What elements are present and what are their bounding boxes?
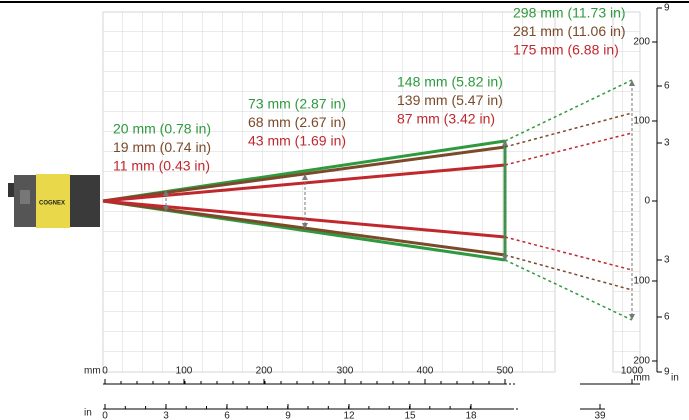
fov-label: 11 mm (0.43 in): [113, 158, 210, 174]
tick-label: 200: [633, 37, 650, 48]
tick-label: 6: [664, 81, 670, 92]
fov-extensions: [504, 79, 633, 321]
tick-label: 400: [417, 366, 434, 377]
tick-label: 500: [497, 366, 514, 377]
tick-label: 200: [633, 356, 650, 367]
tick-label: 3: [163, 411, 169, 420]
axis-unit: in: [671, 373, 679, 384]
tick-label: 18: [465, 411, 477, 420]
tick-label: 3: [664, 138, 670, 149]
tick-label: 100: [633, 276, 650, 287]
tick-label: 9: [664, 3, 670, 14]
camera-brand: COGNEX: [39, 201, 65, 207]
axis-unit: mm: [84, 366, 101, 377]
width-arrows: [163, 80, 635, 320]
fov-label: 281 mm (11.06 in): [513, 23, 626, 39]
tick-label: 0: [644, 196, 650, 207]
tick-label: 1000: [621, 366, 644, 377]
tick-label: 39: [594, 411, 606, 420]
fov-label: 298 mm (11.73 in): [513, 5, 626, 21]
fov-label: 139 mm (5.47 in): [397, 92, 503, 108]
tick-label: 6: [664, 312, 670, 323]
fov-label: 175 mm (6.88 in): [513, 42, 619, 58]
tick-label: 100: [176, 366, 193, 377]
tick-label: 15: [404, 411, 416, 420]
tick-label: 100: [633, 116, 650, 127]
grid-break: [556, 12, 612, 372]
fov-label: 73 mm (2.87 in): [248, 96, 346, 112]
tick-label: 0: [102, 366, 108, 377]
tick-label: 300: [337, 366, 354, 377]
fov-label: 148 mm (5.82 in): [397, 74, 503, 90]
grid-far: [612, 11, 641, 373]
fov-label: 20 mm (0.78 in): [113, 121, 211, 137]
tick-label: 3: [664, 255, 670, 266]
axis-unit: in: [84, 408, 92, 419]
tick-label: 9: [285, 411, 291, 420]
camera: COGNEX: [8, 174, 100, 228]
fov-label: 19 mm (0.74 in): [113, 139, 211, 155]
fov-label: 68 mm (2.67 in): [248, 114, 346, 130]
tick-label: 0: [102, 411, 108, 420]
fov-label: 87 mm (3.42 in): [397, 111, 495, 127]
axis-unit: mm: [633, 373, 650, 384]
tick-label: 6: [224, 411, 230, 420]
tick-label: 12: [343, 411, 355, 420]
fov-label: 43 mm (1.69 in): [248, 133, 346, 149]
tick-label: 200: [256, 366, 273, 377]
tick-label: 9: [664, 367, 670, 378]
